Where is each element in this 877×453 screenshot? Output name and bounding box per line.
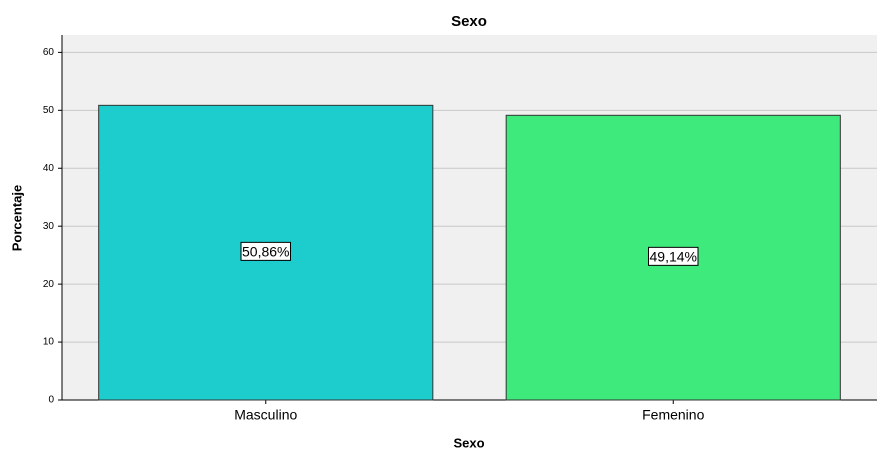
y-tick-label: 0 (48, 395, 54, 406)
y-tick-label: 40 (43, 163, 55, 174)
y-tick-label: 30 (43, 221, 55, 232)
value-label-box (240, 241, 291, 261)
y-tick-label: 50 (43, 105, 55, 116)
x-tick-label: Masculino (234, 407, 297, 423)
chart-title: Sexo (451, 13, 487, 30)
x-axis-label: Sexo (453, 435, 484, 450)
y-tick-label: 20 (43, 279, 55, 290)
value-label-box (648, 246, 699, 266)
y-tick-label: 60 (43, 47, 55, 58)
y-tick-label: 10 (43, 337, 55, 348)
x-tick-label: Femenino (642, 407, 704, 423)
value-label: 50,86% (242, 243, 289, 259)
y-axis-label: Porcentaje (9, 185, 24, 251)
value-label: 49,14% (650, 248, 697, 264)
